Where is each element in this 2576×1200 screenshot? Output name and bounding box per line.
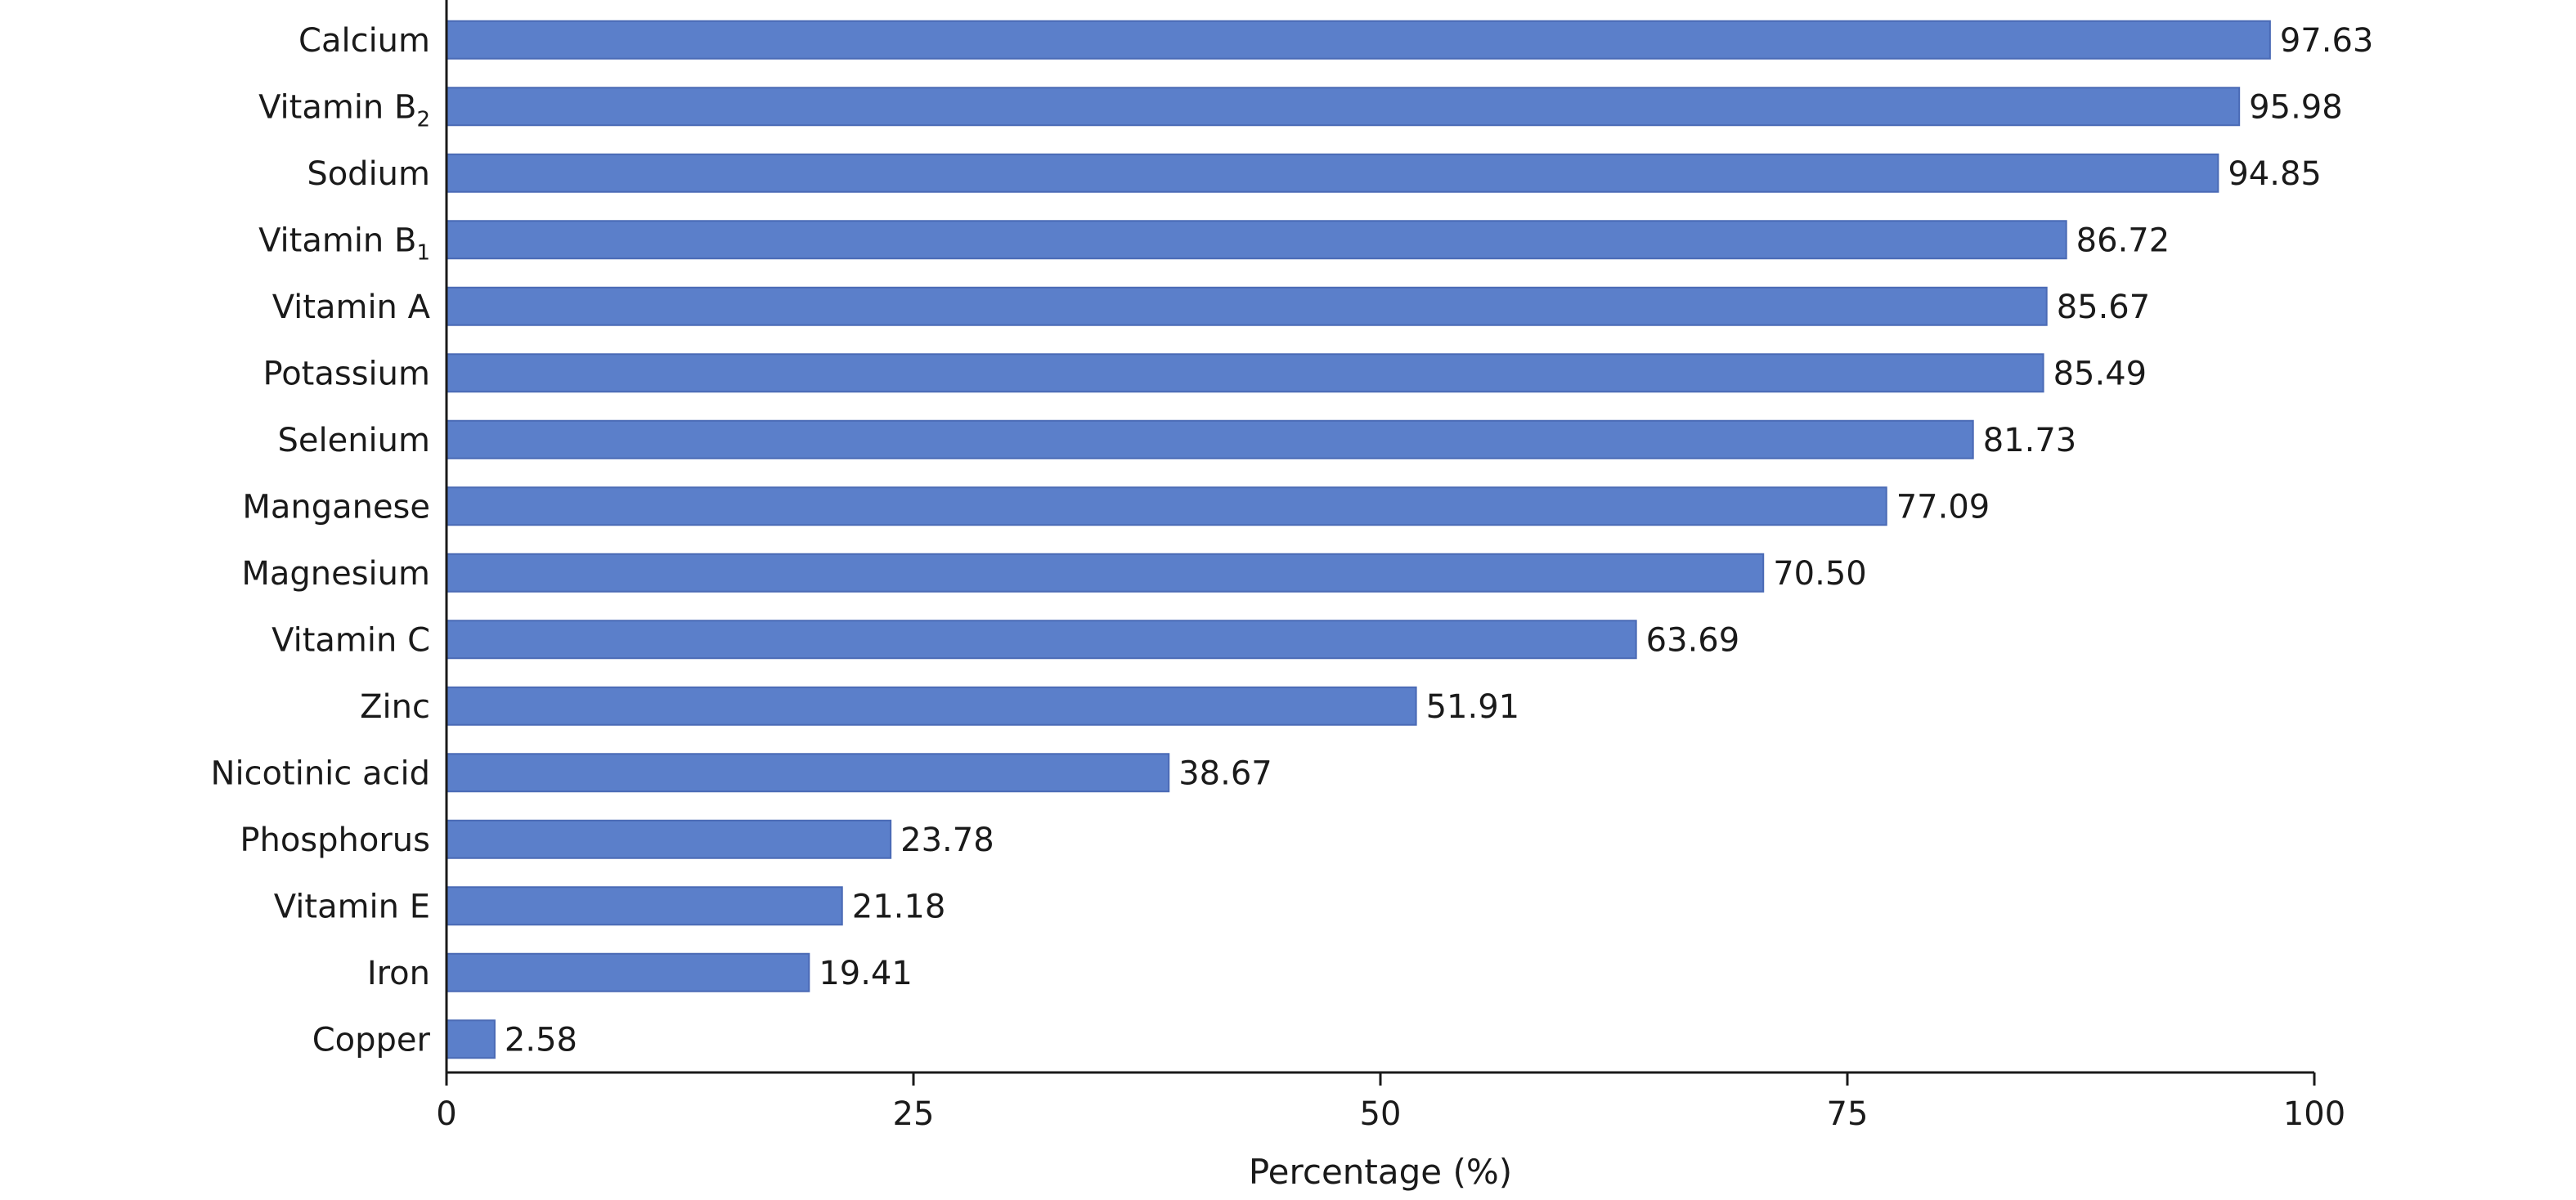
x-tick-label: 0 [436,1095,456,1133]
category-label: Nicotinic acid [211,754,430,792]
value-label: 23.78 [900,822,994,859]
category-label: Vitamin A [272,289,431,326]
category-label: Vitamin B2 [258,88,430,132]
category-label: Selenium [277,422,430,459]
value-label: 70.50 [1773,555,1867,593]
bar-vitamin-b1 [446,220,2067,260]
value-label: 63.69 [1646,621,1740,659]
value-label: 81.73 [1983,422,2077,459]
x-tick-label: 25 [893,1095,935,1133]
bar-phosphorus [446,819,892,859]
category-label: Copper [312,1021,431,1059]
category-label: Iron [367,955,430,992]
value-label: 95.98 [2249,88,2343,126]
bar-vitamin-e [446,886,843,926]
bar-vitamin-c [446,620,1637,660]
category-label: Magnesium [241,555,430,593]
category-label: Potassium [263,355,430,392]
bar-sodium [446,153,2219,193]
value-label: 51.91 [1426,688,1520,726]
category-label: Vitamin B1 [258,222,430,265]
value-label: 38.67 [1178,754,1272,792]
bar-selenium [446,419,1974,459]
category-label: Vitamin E [274,888,430,925]
bars-layer [446,20,2271,1059]
category-label: Vitamin C [272,621,430,659]
x-axis-title: Percentage (%) [1249,1152,1512,1192]
bar-magnesium [446,553,1765,593]
value-label: 21.18 [852,888,946,925]
value-label: 85.67 [2057,289,2151,326]
bar-iron [446,952,810,992]
category-label: Calcium [298,22,430,60]
category-label: Phosphorus [240,822,430,859]
value-label: 85.49 [2053,355,2147,392]
value-label: 19.41 [819,955,913,992]
value-label: 94.85 [2228,155,2322,193]
bar-vitamin-b2 [446,87,2241,127]
x-tick-label: 75 [1827,1095,1869,1133]
bar-nicotinic-acid [446,753,1170,793]
category-label: Zinc [360,688,430,726]
value-label: 2.58 [505,1021,577,1059]
x-axis-ticks: 0 25 50 75 100 [436,1072,2345,1133]
bar-copper [446,1019,496,1059]
category-labels: Calcium Vitamin B2 Sodium Vitamin B1 Vitamin… [211,22,431,1059]
bar-potassium [446,353,2044,393]
category-label: Manganese [242,488,430,526]
bar-manganese [446,486,1887,526]
x-tick-label: 100 [2283,1095,2345,1133]
value-labels: 97.63 95.98 94.85 86.72 85.67 85.49 81.73 77.09… [505,22,2373,1059]
x-tick-label: 50 [1360,1095,1402,1133]
bar-calcium [446,20,2271,60]
category-label: Sodium [307,155,430,193]
value-label: 97.63 [2280,22,2374,60]
value-label: 77.09 [1896,488,1990,526]
bar-vitamin-a [446,286,2048,326]
value-label: 86.72 [2076,222,2170,259]
bar-zinc [446,686,1417,726]
